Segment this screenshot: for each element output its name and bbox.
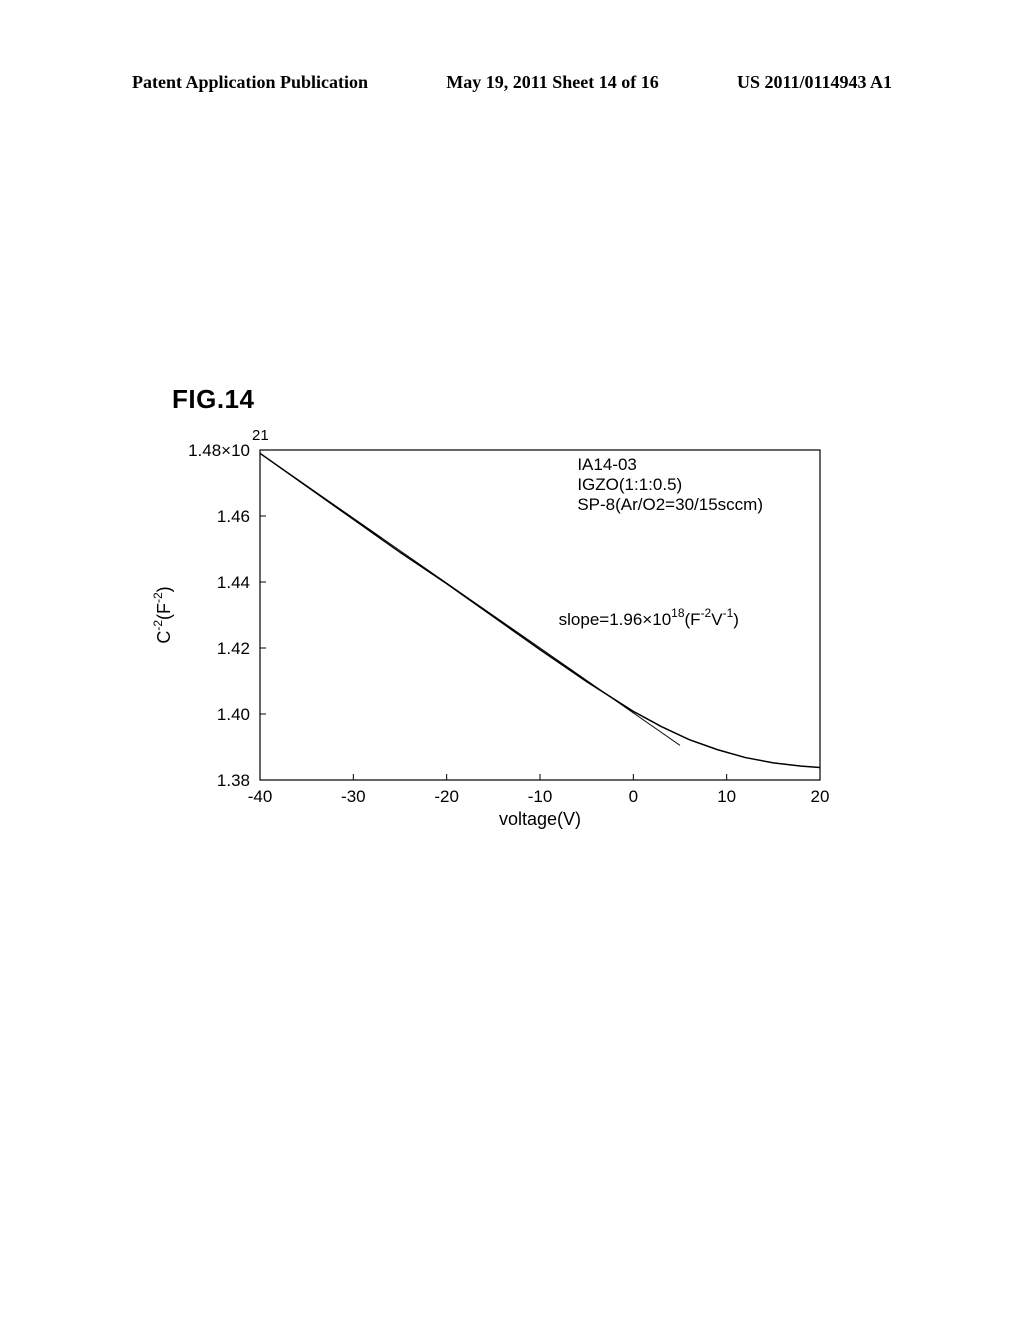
header-row: Patent Application Publication May 19, 2… [132,72,892,93]
header-center: May 19, 2011 Sheet 14 of 16 [446,72,658,93]
y-tick-label: 1.42 [217,639,250,658]
x-tick-label: 0 [629,787,638,806]
header-left: Patent Application Publication [132,72,368,93]
y-tick-label-top: 1.48×10 [188,441,250,460]
y-axis-label: C-2(F-2) [151,586,174,643]
y-tick-label: 1.38 [217,771,250,790]
chart-container: -40 -30 -20 -10 0 10 20 1.38 1.40 1.42 1.44 1.46 1.4… [150,430,870,870]
chart-svg: -40 -30 -20 -10 0 10 20 1.38 1.40 1.42 1.44 1.46 1.4… [150,430,870,870]
header-right: US 2011/0114943 A1 [737,72,892,93]
x-tick-label: -10 [528,787,553,806]
x-axis-label: voltage(V) [499,809,581,829]
y-tick-label: 1.46 [217,507,250,526]
y-tick-label: 1.44 [217,573,250,592]
sample-annotation-line: IGZO(1:1:0.5) [577,475,682,494]
x-tick-label: -20 [434,787,459,806]
y-tick-label: 1.40 [217,705,250,724]
x-tick-label: 10 [717,787,736,806]
y-top-exp: 21 [252,430,269,444]
page-header: Patent Application Publication May 19, 2… [0,72,1024,93]
sample-annotation-line: SP-8(Ar/O2=30/15sccm) [577,495,763,514]
x-tick-label: -40 [248,787,273,806]
x-tick-label: 20 [811,787,830,806]
page: Patent Application Publication May 19, 2… [0,0,1024,1320]
x-tick-label: -30 [341,787,366,806]
figure-label: FIG.14 [172,384,254,415]
sample-annotation-line: IA14-03 [577,455,637,474]
slope-annotation: slope=1.96×1018(F-2V-1) [559,606,739,629]
